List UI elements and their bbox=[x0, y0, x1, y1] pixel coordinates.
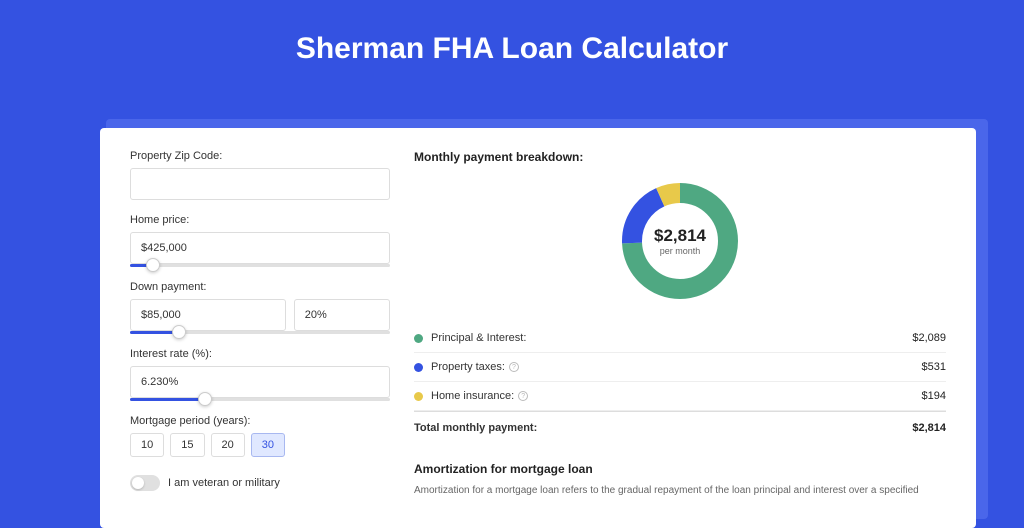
legend-dot bbox=[414, 334, 423, 343]
legend-dot bbox=[414, 363, 423, 372]
home-price-slider[interactable] bbox=[130, 264, 390, 267]
calculator-card: Property Zip Code: Home price: Down paym… bbox=[100, 128, 976, 528]
breakdown-title: Monthly payment breakdown: bbox=[414, 150, 946, 164]
amortization-text: Amortization for a mortgage loan refers … bbox=[414, 484, 946, 498]
breakdown-column: Monthly payment breakdown: $2,814 per mo… bbox=[414, 150, 946, 506]
down-payment-pct-input[interactable] bbox=[294, 299, 390, 331]
form-column: Property Zip Code: Home price: Down paym… bbox=[130, 150, 390, 506]
period-btn-15[interactable]: 15 bbox=[170, 433, 204, 457]
period-buttons: 1015 2030 bbox=[130, 433, 390, 457]
interest-label: Interest rate (%): bbox=[130, 348, 390, 360]
down-payment-field-group: Down payment: bbox=[130, 281, 390, 334]
donut-subtitle: per month bbox=[654, 246, 706, 256]
breakdown-value: $194 bbox=[922, 390, 946, 402]
veteran-row: I am veteran or military bbox=[130, 475, 390, 491]
total-label: Total monthly payment: bbox=[414, 422, 912, 434]
info-icon[interactable]: ? bbox=[509, 362, 519, 372]
period-btn-10[interactable]: 10 bbox=[130, 433, 164, 457]
toggle-knob bbox=[132, 477, 144, 489]
breakdown-row: Property taxes:?$531 bbox=[414, 353, 946, 382]
period-label: Mortgage period (years): bbox=[130, 415, 390, 427]
interest-slider[interactable] bbox=[130, 398, 390, 401]
breakdown-value: $2,089 bbox=[912, 332, 946, 344]
breakdown-label: Property taxes:? bbox=[431, 361, 922, 373]
veteran-label: I am veteran or military bbox=[168, 477, 280, 489]
breakdown-value: $531 bbox=[922, 361, 946, 373]
home-price-input[interactable] bbox=[130, 232, 390, 264]
total-value: $2,814 bbox=[912, 422, 946, 434]
donut-chart: $2,814 per month bbox=[615, 176, 745, 306]
interest-input[interactable] bbox=[130, 366, 390, 398]
total-row: Total monthly payment: $2,814 bbox=[414, 411, 946, 442]
legend-dot bbox=[414, 392, 423, 401]
down-payment-input[interactable] bbox=[130, 299, 286, 331]
down-payment-label: Down payment: bbox=[130, 281, 390, 293]
breakdown-label: Home insurance:? bbox=[431, 390, 922, 402]
breakdown-row: Home insurance:?$194 bbox=[414, 382, 946, 411]
breakdown-label: Principal & Interest: bbox=[431, 332, 912, 344]
donut-chart-wrap: $2,814 per month bbox=[414, 176, 946, 306]
zip-input[interactable] bbox=[130, 168, 390, 200]
amortization-title: Amortization for mortgage loan bbox=[414, 462, 946, 476]
zip-label: Property Zip Code: bbox=[130, 150, 390, 162]
info-icon[interactable]: ? bbox=[518, 391, 528, 401]
breakdown-row: Principal & Interest:$2,089 bbox=[414, 324, 946, 353]
home-price-label: Home price: bbox=[130, 214, 390, 226]
period-field-group: Mortgage period (years): 1015 2030 bbox=[130, 415, 390, 457]
amortization-block: Amortization for mortgage loan Amortizat… bbox=[414, 462, 946, 498]
period-btn-30[interactable]: 30 bbox=[251, 433, 285, 457]
home-price-field-group: Home price: bbox=[130, 214, 390, 267]
breakdown-list: Principal & Interest:$2,089Property taxe… bbox=[414, 324, 946, 411]
veteran-toggle[interactable] bbox=[130, 475, 160, 491]
down-payment-slider[interactable] bbox=[130, 331, 390, 334]
donut-amount: $2,814 bbox=[654, 226, 706, 246]
page-title: Sherman FHA Loan Calculator bbox=[0, 0, 1024, 90]
interest-field-group: Interest rate (%): bbox=[130, 348, 390, 401]
period-btn-20[interactable]: 20 bbox=[211, 433, 245, 457]
zip-field-group: Property Zip Code: bbox=[130, 150, 390, 200]
